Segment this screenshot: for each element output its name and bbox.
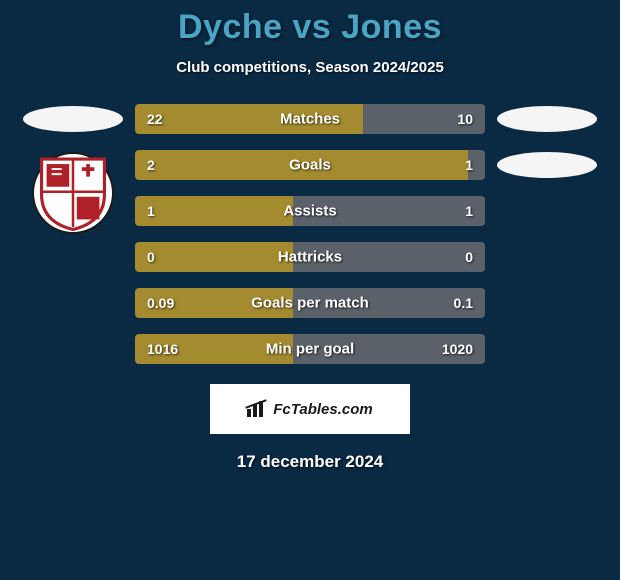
stat-label: Hattricks xyxy=(278,249,342,266)
left-badge-column xyxy=(23,104,123,234)
stat-value-left: 2 xyxy=(147,157,155,173)
shield-icon xyxy=(34,154,112,232)
stat-value-right: 1020 xyxy=(442,341,473,357)
stat-row: Goals 2 1 xyxy=(135,150,485,180)
team-pill-right-2 xyxy=(497,152,597,178)
stat-value-left: 0.09 xyxy=(147,295,174,311)
stat-value-right: 1 xyxy=(465,157,473,173)
stat-row: Hattricks 0 0 xyxy=(135,242,485,272)
stat-value-right: 0 xyxy=(465,249,473,265)
attribution-content: FcTables.com xyxy=(247,401,372,418)
team-pill-left xyxy=(23,106,123,132)
comparison-card: Dyche vs Jones Club competitions, Season… xyxy=(0,0,620,472)
right-badge-column xyxy=(497,104,597,178)
stat-row: Goals per match 0.09 0.1 xyxy=(135,288,485,318)
stat-value-right: 1 xyxy=(465,203,473,219)
stat-value-left: 1016 xyxy=(147,341,178,357)
stat-label: Goals xyxy=(289,157,331,174)
team-pill-right-1 xyxy=(497,106,597,132)
stat-label: Min per goal xyxy=(266,341,354,358)
date-text: 17 december 2024 xyxy=(0,452,620,472)
page-title: Dyche vs Jones xyxy=(0,8,620,47)
stat-row: Matches 22 10 xyxy=(135,104,485,134)
stat-label: Goals per match xyxy=(251,295,369,312)
stat-label: Assists xyxy=(283,203,336,220)
stat-value-right: 0.1 xyxy=(454,295,473,311)
stat-row: Assists 1 1 xyxy=(135,196,485,226)
attribution-badge[interactable]: FcTables.com xyxy=(210,384,410,434)
stat-value-left: 22 xyxy=(147,111,163,127)
attribution-text: FcTables.com xyxy=(273,401,372,418)
club-crest-left xyxy=(32,152,114,234)
stat-rows: Matches 22 10 Goals 2 1 Assists 1 1 Hattricks 0 0 Go… xyxy=(135,104,485,364)
bars-chart-icon xyxy=(247,401,267,417)
stat-bar-left xyxy=(135,196,293,226)
stat-label: Matches xyxy=(280,111,340,128)
subtitle: Club competitions, Season 2024/2025 xyxy=(0,59,620,76)
stat-value-left: 1 xyxy=(147,203,155,219)
stat-value-right: 10 xyxy=(457,111,473,127)
stats-area: Matches 22 10 Goals 2 1 Assists 1 1 Hattricks 0 0 Go… xyxy=(0,104,620,364)
stat-value-left: 0 xyxy=(147,249,155,265)
stat-row: Min per goal 1016 1020 xyxy=(135,334,485,364)
stat-bar-left xyxy=(135,242,293,272)
